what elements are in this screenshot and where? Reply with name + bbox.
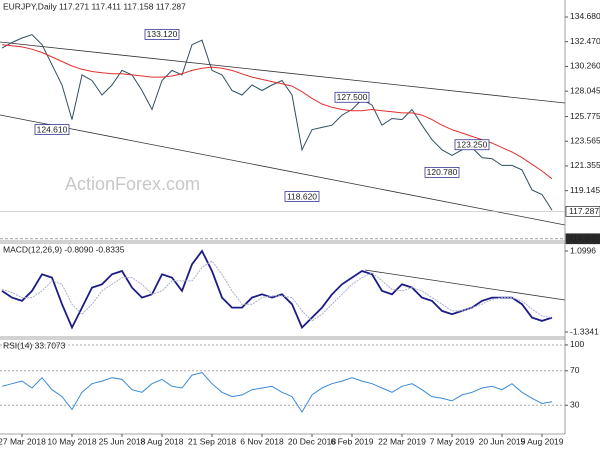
annotation-label: 118.620 [287,191,317,201]
y-tick-label: 100 [570,339,584,349]
panel-title: MACD(12,26,9) -0.8090 -0.8335 [3,244,125,254]
macd-trendline [364,269,566,301]
channel-upper [0,41,566,104]
y-tick-label: 1.0996 [570,245,596,255]
series-line [1,371,553,414]
y-tick-label: 134.680 [570,11,600,21]
y-tick-label: 130.260 [570,61,600,71]
price-box [565,233,600,245]
y-tick-label: 30 [570,399,580,409]
x-tick-label: 27 Mar 2018 [0,436,46,446]
price-label: 114.840 [569,234,599,244]
annotation-box [454,139,490,151]
y-tick-label: 119.145 [570,185,600,195]
annotation-label: 133.120 [147,29,178,39]
y-tick-label: -1.3341 [570,326,599,336]
annotation-label: 124.610 [37,124,68,134]
y-tick-label: 121.355 [570,160,600,170]
y-tick-label: 132.470 [570,36,600,46]
panel-title: EURJPY,Daily 117.271 117.411 117.158 117… [3,1,186,11]
x-tick-label: 20 Dec 2018 [288,436,336,446]
channel-lower [0,114,566,226]
series-line [1,260,553,322]
annotation-label: 127.500 [337,92,368,102]
annotation-label: 123.250 [457,140,488,150]
watermark: ActionForex.com [65,174,200,194]
annotation-box [424,167,460,178]
x-tick-label: 22 Mar 2019 [378,436,426,446]
x-tick-label: 21 Sep 2018 [188,436,236,446]
price-box [565,206,600,217]
price-label: 117.287 [569,206,599,216]
x-tick-label: 25 Jun 2018 [99,436,146,446]
x-tick-label: 6 Nov 2018 [240,436,284,446]
x-tick-label: 5 Aug 2019 [520,436,563,446]
x-tick-label: 7 May 2019 [430,436,475,446]
y-tick-label: 128.045 [570,85,600,95]
annotation-box [34,124,70,135]
panel-title: RSI(14) 33.7073 [3,340,66,350]
annotation-box [144,29,180,40]
x-tick-label: 10 May 2018 [47,436,96,446]
annotation-box [284,191,320,202]
x-tick-label: 20 Jun 2019 [479,436,526,446]
series-line [1,44,553,180]
y-tick-label: 123.565 [570,135,600,145]
annotation-box [334,91,370,103]
y-tick-label: 125.775 [570,111,600,121]
x-tick-label: 8 Aug 2018 [140,436,183,446]
y-tick-label: 70 [570,365,580,375]
annotation-label: 120.780 [427,167,458,177]
x-tick-label: 6 Feb 2019 [330,436,373,446]
